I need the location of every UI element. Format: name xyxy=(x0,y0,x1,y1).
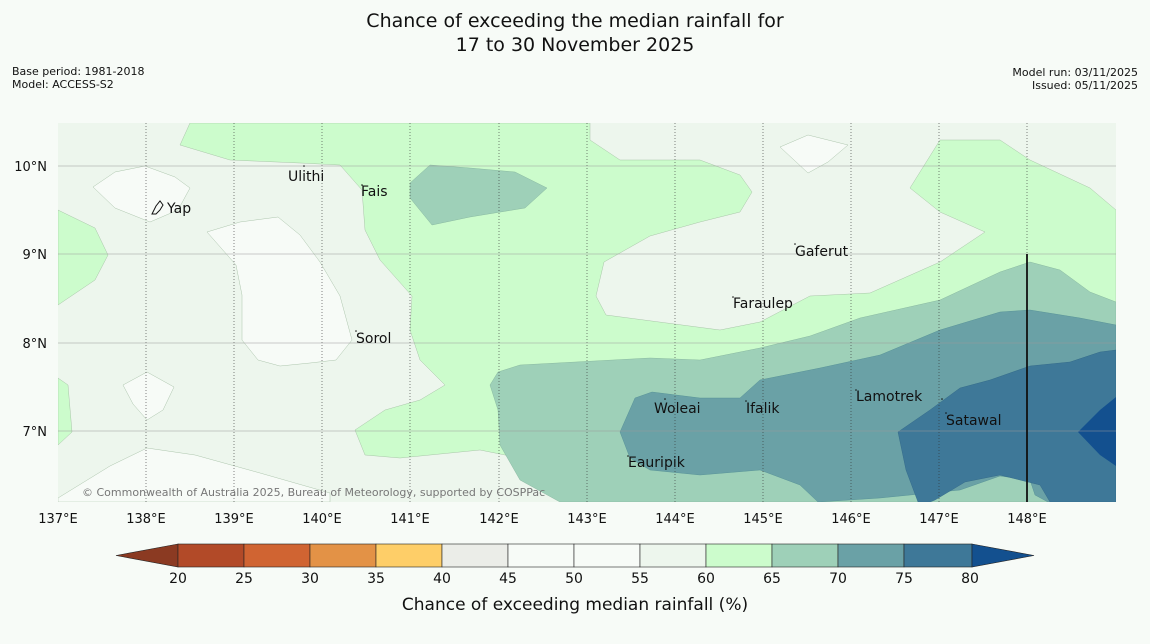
colorbar-60-65 xyxy=(705,543,773,568)
tick-25: 25 xyxy=(235,571,253,587)
tick-60: 60 xyxy=(697,571,715,587)
lon-label-147e: 147°E xyxy=(919,512,959,527)
latitude-gridlines xyxy=(58,165,1116,432)
colorbar-arrow-low xyxy=(115,543,179,568)
place-ulithi: Ulithi xyxy=(288,169,324,185)
place-satawal: Satawal xyxy=(946,413,1001,429)
tick-45: 45 xyxy=(499,571,517,587)
colorbar-50-55 xyxy=(573,543,641,568)
colorbar-75-80 xyxy=(903,543,973,568)
latitude-labels: 10°N 9°N 8°N 7°N xyxy=(14,160,47,440)
place-yap: Yap xyxy=(166,201,191,217)
place-sorol: Sorol xyxy=(356,331,391,347)
colorbar-25-30 xyxy=(243,543,311,568)
colorbar-title: Chance of exceeding median rainfall (%) xyxy=(402,595,748,615)
tick-55: 55 xyxy=(631,571,649,587)
lat-label-10n: 10°N xyxy=(14,160,47,175)
lon-label-138e: 138°E xyxy=(126,512,166,527)
lon-label-143e: 143°E xyxy=(567,512,607,527)
lon-label-148e: 148°E xyxy=(1007,512,1047,527)
colorbar-30-35 xyxy=(309,543,377,568)
tick-40: 40 xyxy=(433,571,451,587)
model-run: Model run: 03/11/2025 xyxy=(1012,66,1138,79)
colorbar-20-25 xyxy=(177,543,245,568)
lon-label-141e: 141°E xyxy=(390,512,430,527)
tick-80: 80 xyxy=(961,571,979,587)
place-fais: Fais xyxy=(361,184,388,200)
lon-label-140e: 140°E xyxy=(302,512,342,527)
copyright-text: © Commonwealth of Australia 2025, Bureau… xyxy=(82,486,545,499)
tick-70: 70 xyxy=(829,571,847,587)
contour-above-80 xyxy=(1078,397,1116,466)
colorbar-70-75 xyxy=(837,543,905,568)
tick-35: 35 xyxy=(367,571,385,587)
colorbar-arrow-high xyxy=(971,543,1035,568)
lat-label-7n: 7°N xyxy=(23,425,48,440)
contour-map: Ulithi Fais Yap Gaferut Faraulep Sorol L… xyxy=(58,123,1116,502)
lon-label-144e: 144°E xyxy=(655,512,695,527)
place-faraulep: Faraulep xyxy=(733,296,793,312)
model-name: Model: ACCESS-S2 xyxy=(12,78,114,91)
place-labels: Ulithi Fais Yap Gaferut Faraulep Sorol L… xyxy=(166,169,1001,471)
map-title-line2: 17 to 30 November 2025 xyxy=(455,34,695,56)
contour-60-65-west-a xyxy=(58,209,109,306)
colorbar-65-70 xyxy=(771,543,839,568)
colorbar-35-40 xyxy=(375,543,443,568)
lat-label-9n: 9°N xyxy=(23,248,48,263)
lon-label-145e: 145°E xyxy=(743,512,783,527)
contour-65-70-north xyxy=(409,164,548,226)
place-markers xyxy=(303,165,947,457)
place-lamotrek: Lamotrek xyxy=(856,389,923,405)
lon-label-142e: 142°E xyxy=(479,512,519,527)
lon-label-137e: 137°E xyxy=(38,512,78,527)
colorbar-ticks: 20 25 30 35 40 45 50 55 60 65 70 75 80 xyxy=(169,571,979,587)
place-ifalik: Ifalik xyxy=(746,401,780,417)
tick-50: 50 xyxy=(565,571,583,587)
colorbar xyxy=(115,543,1035,568)
meta-right: Model run: 03/11/2025 Issued: 05/11/2025 xyxy=(1012,66,1138,92)
place-eauripik: Eauripik xyxy=(628,455,686,471)
tick-65: 65 xyxy=(763,571,781,587)
tick-75: 75 xyxy=(895,571,913,587)
colorbar-55-60 xyxy=(639,543,707,568)
contour-45-55-a xyxy=(92,165,191,223)
tick-20: 20 xyxy=(169,571,187,587)
base-period: Base period: 1981-2018 xyxy=(12,65,145,78)
colorbar-45-50 xyxy=(507,543,575,568)
contour-45-55-e xyxy=(779,134,849,174)
place-gaferut: Gaferut xyxy=(795,244,849,260)
meta-left: Base period: 1981-2018 Model: ACCESS-S2 xyxy=(12,65,144,91)
lon-label-146e: 146°E xyxy=(831,512,871,527)
issued-date: Issued: 05/11/2025 xyxy=(1031,79,1138,92)
contour-45-55-d xyxy=(58,447,331,502)
longitude-labels: 137°E 138°E 139°E 140°E 141°E 142°E 143°… xyxy=(38,512,1047,527)
contour-60-65-west-b xyxy=(58,377,73,446)
contour-75-80 xyxy=(897,349,1116,502)
lat-label-8n: 8°N xyxy=(23,337,48,352)
contour-45-55-c xyxy=(122,371,175,421)
tick-30: 30 xyxy=(301,571,319,587)
colorbar-40-45 xyxy=(441,543,509,568)
longitude-gridlines xyxy=(145,123,1028,502)
map-title-line1: Chance of exceeding the median rainfall … xyxy=(366,10,784,32)
place-woleai: Woleai xyxy=(654,401,701,417)
lon-label-139e: 139°E xyxy=(214,512,254,527)
yap-island-outline xyxy=(151,200,164,215)
